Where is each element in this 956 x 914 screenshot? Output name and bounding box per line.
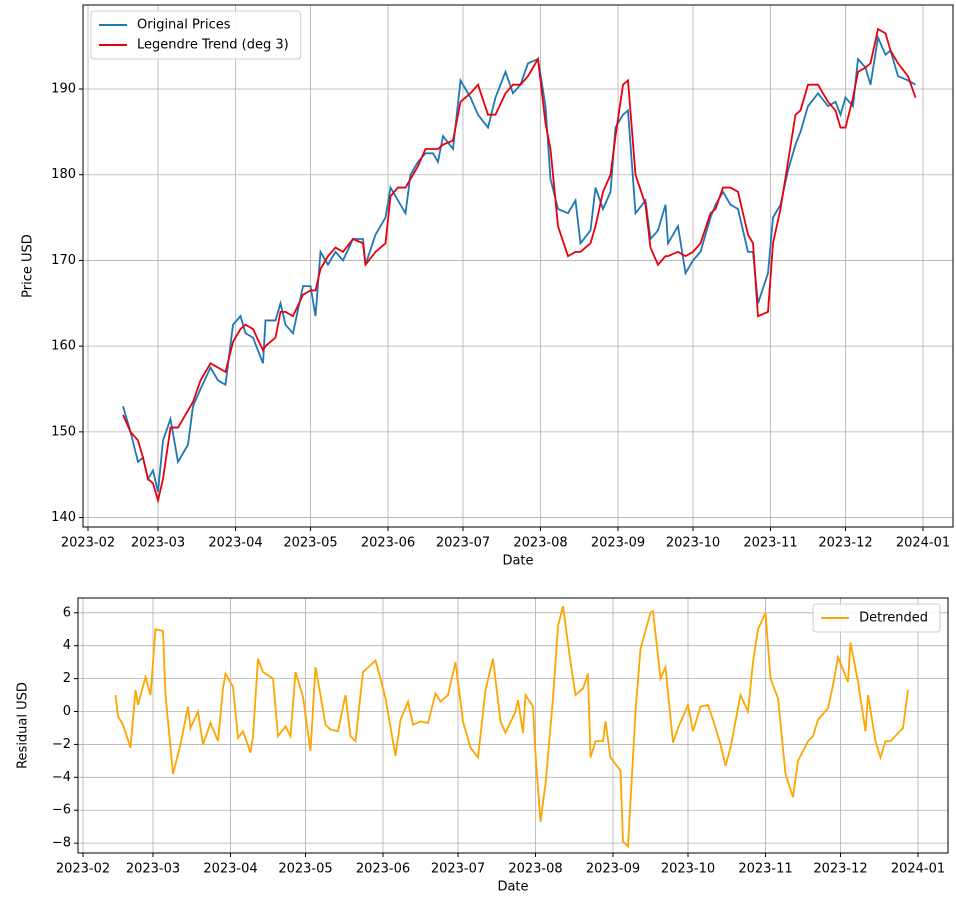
- y-tick-label: 2: [63, 671, 71, 686]
- x-tick-label: 2023-10: [661, 862, 715, 877]
- x-tick-label: 2023-06: [356, 862, 410, 877]
- legend-label: Legendre Trend (deg 3): [137, 38, 289, 53]
- legend-label: Original Prices: [137, 18, 231, 33]
- y-tick-label: 150: [51, 424, 76, 439]
- x-tick-label: 2024-01: [896, 536, 950, 551]
- x-tick-label: 2023-08: [508, 862, 562, 877]
- x-axis-label: Date: [502, 554, 533, 569]
- x-tick-label: 2023-02: [61, 536, 115, 551]
- x-tick-label: 2023-04: [208, 536, 262, 551]
- y-tick-label: 4: [63, 638, 71, 653]
- y-tick-label: 190: [51, 82, 76, 97]
- y-tick-label: 6: [63, 605, 71, 620]
- x-tick-label: 2023-10: [666, 536, 720, 551]
- x-tick-label: 2024-01: [891, 862, 945, 877]
- x-tick-label: 2023-11: [738, 862, 792, 877]
- axes-frame: [82, 4, 954, 528]
- x-axis-label: Date: [497, 880, 528, 895]
- legend: Detrended: [812, 603, 941, 633]
- series-line: [122, 34, 916, 493]
- subplot: 2023-02 2023-03 2023-04 2023-05 2023-06 2023-…: [16, 597, 949, 895]
- y-tick-label: −6: [52, 803, 71, 818]
- x-tick-label: 2023-07: [431, 862, 485, 877]
- y-axis-label: Residual USD: [16, 682, 31, 769]
- legend-box: [90, 10, 302, 60]
- x-tick-label: 2023-03: [131, 536, 185, 551]
- y-tick-label: −2: [52, 737, 71, 752]
- x-tick-label: 2023-06: [361, 536, 415, 551]
- x-tick-label: 2023-02: [56, 862, 110, 877]
- axes-frame: [77, 597, 949, 854]
- x-tick-label: 2023-08: [513, 536, 567, 551]
- series-line: [122, 27, 917, 504]
- y-tick-label: 140: [51, 510, 76, 525]
- x-tick-label: 2023-05: [283, 536, 337, 551]
- series-line: [114, 606, 909, 849]
- x-tick-label: 2023-03: [126, 862, 180, 877]
- x-tick-label: 2023-07: [436, 536, 490, 551]
- y-tick-label: 180: [51, 167, 76, 182]
- y-tick-label: 0: [63, 704, 71, 719]
- x-tick-label: 2023-11: [743, 536, 797, 551]
- y-tick-label: 160: [51, 339, 76, 354]
- x-tick-label: 2023-05: [278, 862, 332, 877]
- x-tick-label: 2023-12: [813, 862, 867, 877]
- y-tick-label: −4: [52, 770, 71, 785]
- x-tick-label: 2023-09: [591, 536, 645, 551]
- y-axis-label: Price USD: [21, 234, 36, 298]
- subplot: 2023-02 2023-03 2023-04 2023-05 2023-06 2023-…: [21, 4, 954, 569]
- x-tick-label: 2023-04: [203, 862, 257, 877]
- legend-label: Detrended: [859, 611, 928, 626]
- x-tick-label: 2023-12: [818, 536, 872, 551]
- y-tick-label: 170: [51, 253, 76, 268]
- y-tick-label: −8: [52, 836, 71, 851]
- legend-box: [812, 603, 941, 633]
- legend: Original Prices Legendre Trend (deg 3): [90, 10, 302, 60]
- x-tick-label: 2023-09: [586, 862, 640, 877]
